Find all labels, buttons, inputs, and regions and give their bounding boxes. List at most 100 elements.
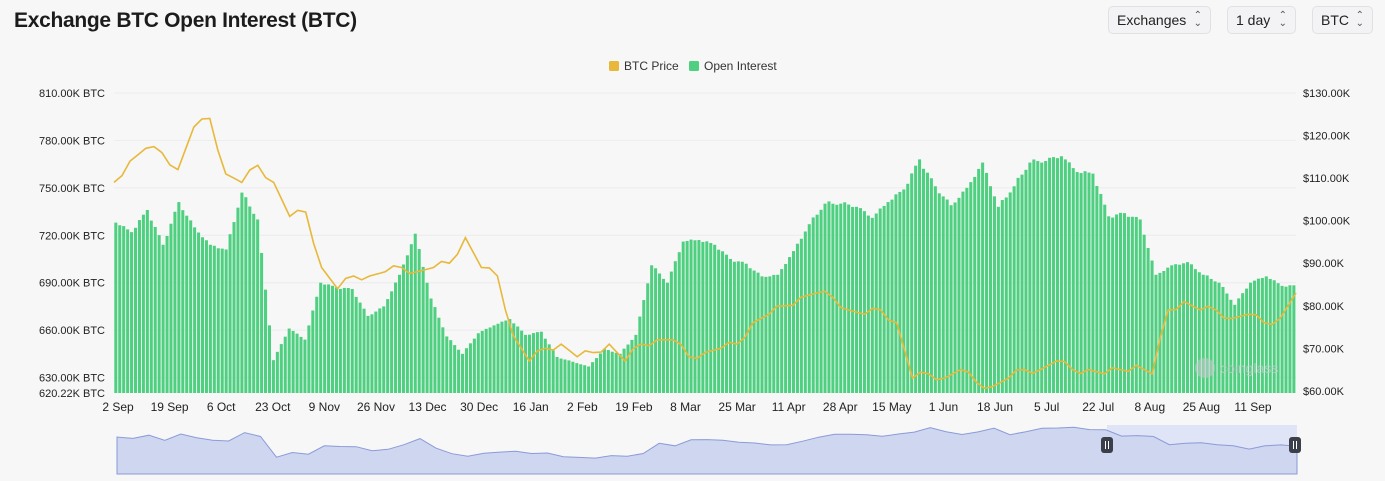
open-interest-bar (197, 232, 201, 393)
open-interest-bar (910, 173, 914, 393)
open-interest-bar (1197, 272, 1201, 393)
open-interest-bar (488, 327, 492, 393)
open-interest-bar (598, 353, 602, 393)
x-tick-label: 11 Apr (772, 400, 806, 414)
open-interest-bar (476, 333, 480, 393)
open-interest-bar (851, 206, 855, 393)
open-interest-bar (788, 257, 792, 393)
open-interest-bar (413, 233, 417, 393)
open-interest-bar (240, 192, 244, 393)
open-interest-bar (906, 183, 910, 393)
open-interest-bar (1055, 158, 1059, 393)
open-interest-bar (386, 299, 390, 393)
open-interest-bar (453, 345, 457, 393)
y-left-tick-label: 720.00K BTC (39, 230, 105, 242)
open-interest-bar (480, 330, 484, 393)
open-interest-bar (1016, 177, 1020, 393)
y-left-tick-label: 660.00K BTC (39, 325, 105, 337)
open-interest-bar (208, 244, 212, 393)
coin-select[interactable]: BTC ⌃ ⌄ (1312, 6, 1373, 34)
interval-select[interactable]: 1 day ⌃ ⌄ (1227, 6, 1296, 34)
open-interest-bar (721, 251, 725, 393)
open-interest-bar (579, 364, 583, 393)
open-interest-bar (232, 222, 236, 393)
open-interest-bar (563, 359, 567, 393)
page-title: Exchange BTC Open Interest (BTC) (14, 9, 357, 32)
open-interest-bar (1154, 274, 1158, 393)
x-tick-label: 18 Jun (977, 400, 1013, 414)
open-interest-bar (551, 350, 555, 393)
open-interest-bar (145, 209, 149, 393)
open-interest-bar (236, 207, 240, 393)
open-interest-bar (1138, 219, 1142, 393)
x-tick-label: 19 Feb (615, 400, 653, 414)
open-interest-bar (634, 334, 638, 393)
open-interest-bar (118, 225, 122, 393)
open-interest-bar (1083, 171, 1087, 393)
open-interest-bar (315, 296, 319, 393)
open-interest-bar (283, 336, 287, 393)
open-interest-bar (1020, 174, 1024, 393)
open-interest-bar (1233, 304, 1237, 393)
open-interest-bar (701, 241, 705, 393)
open-interest-bar (543, 338, 547, 393)
open-interest-bar (547, 344, 551, 393)
open-interest-bar (397, 274, 402, 393)
open-interest-bar (1119, 212, 1123, 393)
open-interest-bar (531, 333, 535, 393)
open-interest-bar (610, 351, 614, 393)
range-navigator[interactable] (116, 425, 1301, 475)
open-interest-bar (484, 328, 488, 393)
open-interest-bar (291, 330, 295, 393)
x-tick-label: 16 Jan (513, 400, 549, 414)
open-interest-bar (1193, 269, 1197, 393)
open-interest-bar (1095, 186, 1099, 393)
open-interest-bar (1201, 274, 1205, 393)
open-interest-bar (421, 266, 425, 393)
navigator-handle-left[interactable] (1101, 437, 1113, 453)
open-interest-bar (764, 276, 768, 393)
open-interest-bar (244, 197, 248, 393)
navigator-handle-right[interactable] (1289, 437, 1301, 453)
open-interest-bar (843, 202, 847, 393)
open-interest-bar (1256, 278, 1260, 393)
open-interest-bar (535, 332, 539, 393)
x-tick-label: 13 Dec (409, 400, 447, 414)
open-interest-bar (1178, 264, 1182, 393)
open-interest-bar (559, 358, 563, 393)
x-tick-label: 30 Dec (460, 400, 498, 414)
open-interest-bar (858, 208, 862, 393)
open-interest-bar (382, 306, 386, 393)
open-interest-bar (126, 229, 130, 393)
watermark-text: coinglass (1220, 360, 1278, 376)
chart-legend[interactable]: BTC Price Open Interest (609, 59, 777, 73)
open-interest-bar (571, 361, 575, 393)
open-interest-bar (795, 243, 799, 393)
open-interest-bar (1260, 278, 1264, 393)
open-interest-bar (149, 220, 153, 393)
open-interest-bar (669, 271, 673, 393)
open-interest-bar (1284, 286, 1288, 393)
open-interest-bar (220, 248, 224, 393)
x-tick-label: 5 Jul (1034, 400, 1059, 414)
open-interest-bar (1166, 267, 1170, 393)
exchanges-select[interactable]: Exchanges ⌃ ⌄ (1108, 6, 1211, 34)
x-tick-label: 8 Aug (1134, 400, 1165, 414)
open-interest-bar (1059, 156, 1063, 393)
open-interest-bar (882, 205, 886, 393)
open-interest-bar (200, 237, 205, 393)
open-interest-bar (173, 211, 177, 393)
open-interest-bar (1004, 197, 1008, 393)
open-interest-bar (1044, 160, 1048, 393)
open-interest-bar (1032, 159, 1036, 393)
navigator-area (116, 426, 1298, 475)
open-interest-bar (918, 159, 922, 393)
open-interest-bar (953, 202, 957, 393)
x-tick-label: 19 Sep (151, 400, 189, 414)
open-interest-bar (949, 205, 953, 393)
coinglass-watermark: coinglass (1195, 358, 1278, 378)
x-tick-label: 6 Oct (207, 400, 236, 414)
open-interest-bar (1099, 193, 1103, 393)
open-interest-bar (134, 227, 138, 393)
